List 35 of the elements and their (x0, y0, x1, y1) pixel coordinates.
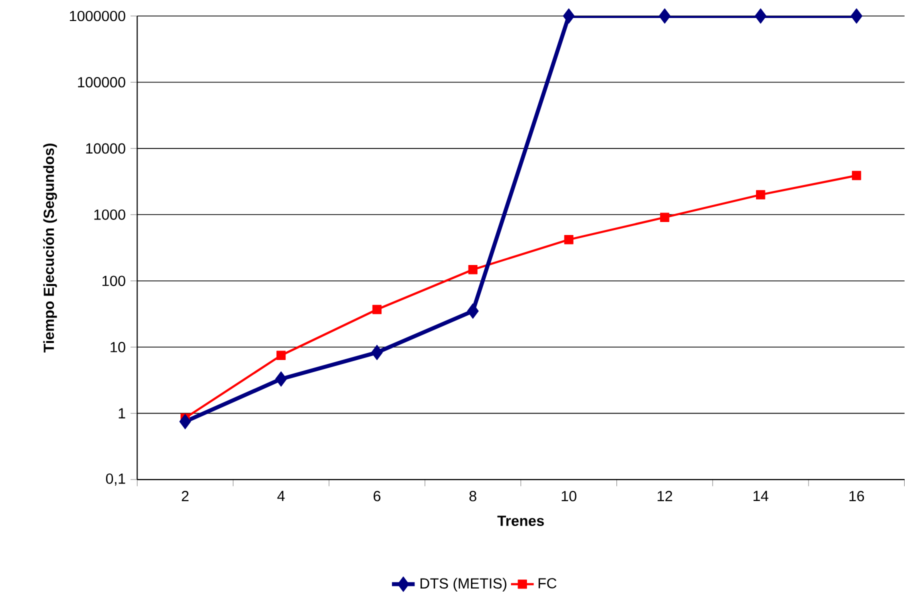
point (468, 265, 478, 274)
y-tick-label: 0,1 (106, 474, 126, 486)
point (275, 371, 287, 387)
point (371, 344, 383, 360)
x-tick-label: 8 (469, 491, 476, 502)
legend-label: DTS (METIS) (420, 578, 506, 592)
point (660, 212, 670, 222)
x-tick-label: 6 (374, 491, 380, 502)
point (467, 304, 479, 319)
x-tick-label: 16 (849, 491, 864, 502)
y-tick-label: 10 (110, 342, 126, 352)
x-tick-label: 2 (182, 491, 189, 502)
point (564, 235, 574, 244)
y-tick-label: 100000 (78, 77, 126, 88)
point (658, 8, 671, 24)
legend-label: FC (538, 578, 556, 589)
point (179, 414, 191, 430)
x-tick-label: 4 (277, 491, 285, 502)
y-tick-label: 1000 (94, 210, 126, 220)
x-tick-label: 10 (562, 491, 576, 502)
y-tick-label: 1000000 (70, 10, 126, 22)
y-tick-label: 10000 (86, 143, 126, 154)
y-tick-label: 100 (102, 276, 126, 286)
y-axis-title: Tiempo Ejecución (Segundos) (43, 144, 57, 353)
point (562, 8, 575, 24)
point (852, 171, 862, 180)
point (756, 190, 766, 200)
point (754, 8, 766, 24)
x-tick-label: 12 (658, 491, 672, 502)
point (372, 304, 382, 314)
point (276, 350, 286, 360)
y-tick-label: 1 (118, 408, 126, 418)
point (850, 8, 862, 24)
x-tick-label: 14 (754, 491, 768, 502)
x-axis-title: Trenes (497, 516, 544, 526)
